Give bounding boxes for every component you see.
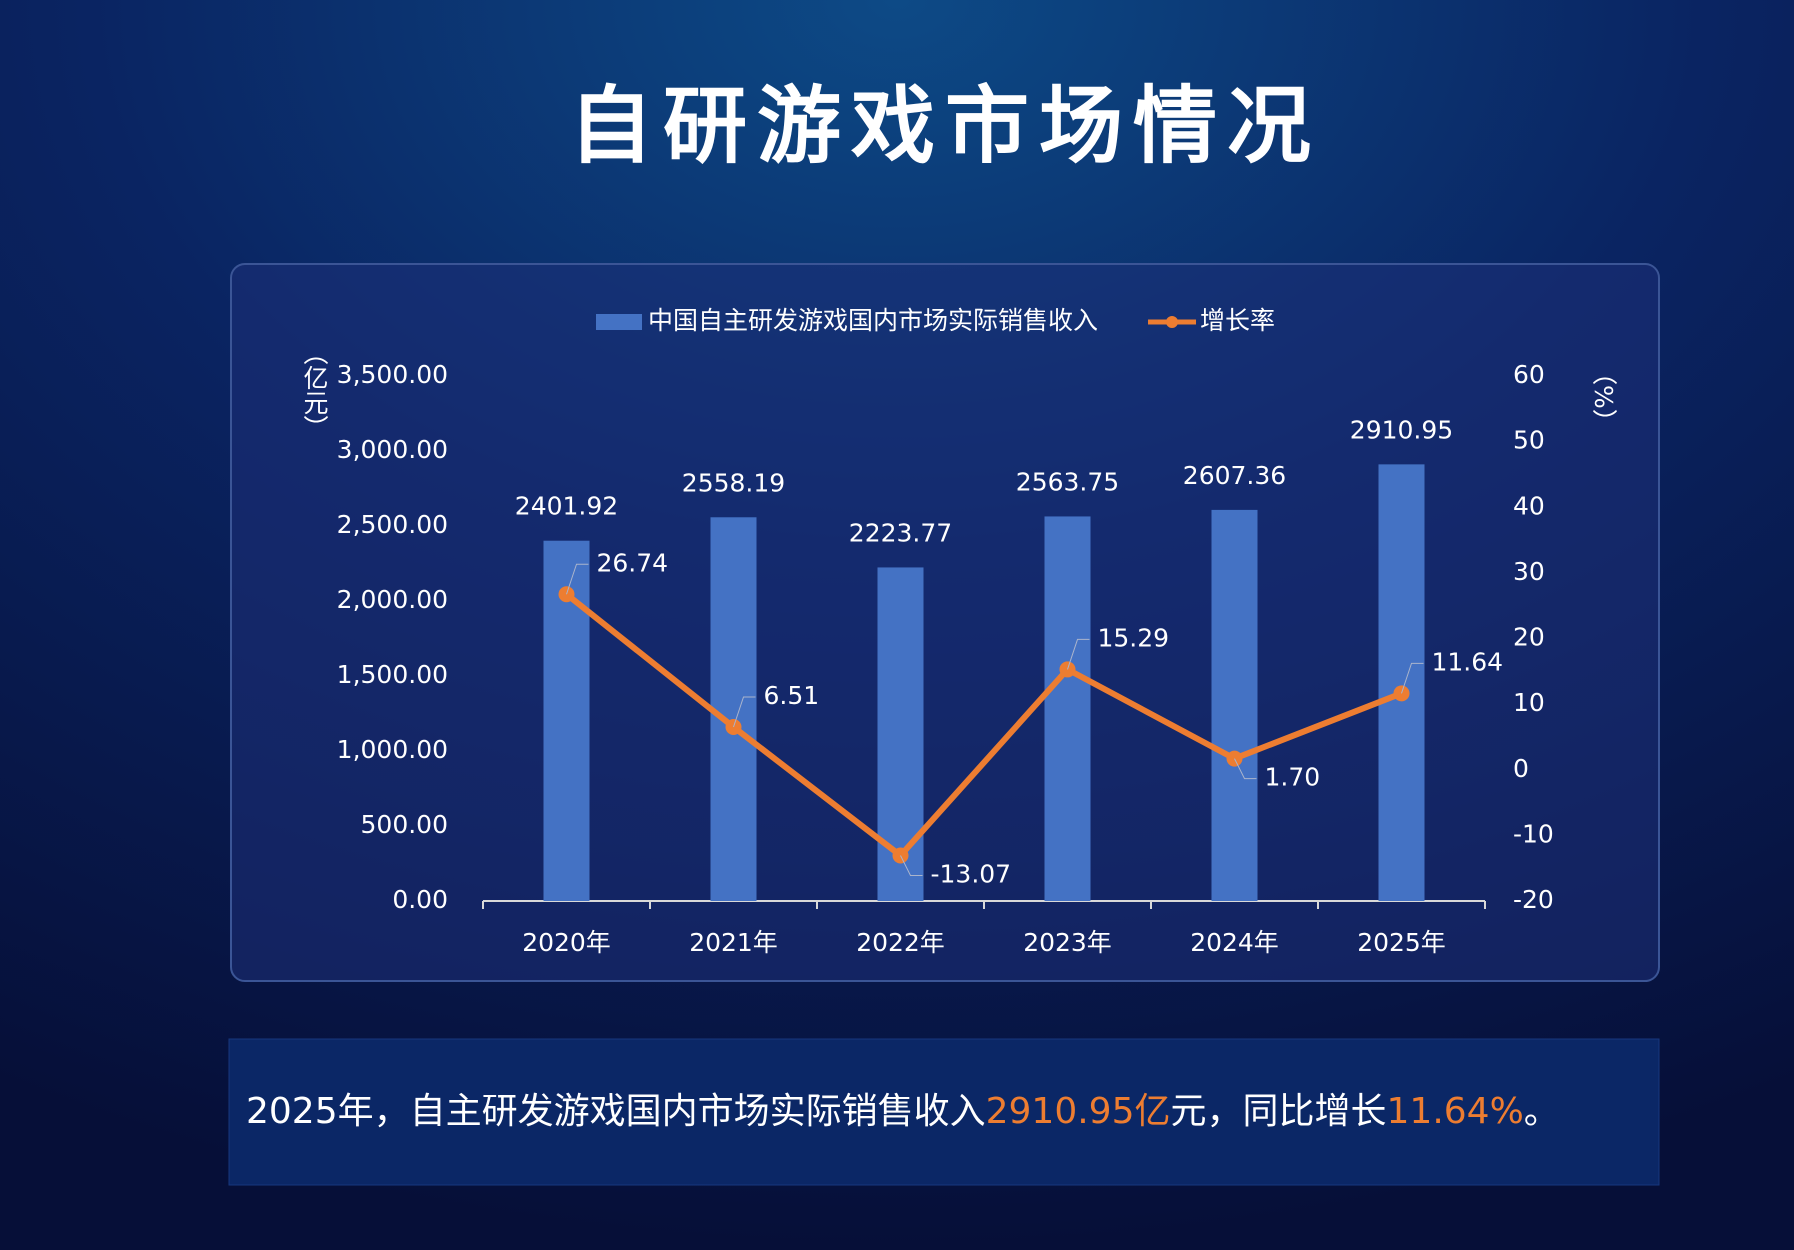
y2-tick-label: -10 bbox=[1513, 819, 1554, 848]
bar bbox=[710, 517, 757, 901]
bar-value-label: 2558.19 bbox=[682, 468, 785, 497]
y-tick-label: 2,500.00 bbox=[337, 510, 448, 539]
x-tick-label: 2022年 bbox=[856, 928, 945, 957]
bar-value-label: 2223.77 bbox=[849, 518, 952, 547]
label-leader bbox=[566, 563, 589, 595]
line-value-label: 11.64 bbox=[1432, 647, 1504, 676]
y2-tick-label: 0 bbox=[1513, 754, 1529, 783]
y2-tick-label: 30 bbox=[1513, 557, 1545, 586]
legend-swatch bbox=[596, 314, 642, 330]
bar bbox=[1044, 516, 1091, 901]
y2-tick-label: 50 bbox=[1513, 426, 1545, 455]
line-value-label: 26.74 bbox=[597, 548, 669, 577]
line-value-label: -13.07 bbox=[931, 860, 1012, 889]
y-tick-label: 500.00 bbox=[361, 810, 448, 839]
summary-part: 元，同比增长 bbox=[1171, 1091, 1387, 1132]
y-tick-label: 2,000.00 bbox=[337, 585, 448, 614]
legend-swatch-dot bbox=[1166, 316, 1179, 328]
bar-value-label: 2401.92 bbox=[515, 492, 618, 521]
bar bbox=[1378, 464, 1425, 901]
y-tick-label: 3,500.00 bbox=[337, 360, 448, 389]
bar-value-label: 2563.75 bbox=[1016, 467, 1119, 496]
x-tick-label: 2024年 bbox=[1190, 928, 1279, 957]
x-tick-label: 2021年 bbox=[689, 928, 778, 957]
line-value-label: 6.51 bbox=[764, 681, 820, 710]
y2-tick-label: 10 bbox=[1513, 688, 1545, 717]
line-value-label: 15.29 bbox=[1098, 623, 1170, 652]
label-leader bbox=[733, 696, 756, 728]
summary-part: 11.64% bbox=[1387, 1091, 1524, 1132]
summary-box bbox=[228, 1038, 1660, 1186]
summary-part: 。 bbox=[1524, 1091, 1560, 1132]
y-tick-label: 1,000.00 bbox=[337, 735, 448, 764]
y2-tick-label: 40 bbox=[1513, 491, 1545, 520]
y2-tick-label: 20 bbox=[1513, 623, 1545, 652]
y-axis-title: （亿元） bbox=[300, 340, 329, 440]
y2-axis-title: （%） bbox=[1589, 360, 1618, 434]
legend-label: 中国自主研发游戏国内市场实际销售收入 bbox=[648, 306, 1098, 335]
y-tick-label: 3,000.00 bbox=[337, 435, 448, 464]
line-value-label: 1.70 bbox=[1265, 763, 1321, 792]
line bbox=[564, 591, 1403, 859]
x-tick-label: 2020年 bbox=[522, 928, 611, 957]
y-tick-label: 1,500.00 bbox=[337, 660, 448, 689]
legend-label: 增长率 bbox=[1200, 306, 1275, 335]
bar-value-label: 2910.95 bbox=[1350, 415, 1453, 444]
bar bbox=[1211, 509, 1258, 901]
y2-tick-label: -20 bbox=[1513, 885, 1554, 914]
y-tick-label: 0.00 bbox=[392, 885, 448, 914]
x-tick-label: 2025年 bbox=[1357, 928, 1446, 957]
label-leader bbox=[1067, 638, 1090, 670]
bar-value-label: 2607.36 bbox=[1183, 461, 1286, 490]
summary-part: 2025年，自主研发游戏国内市场实际销售收入 bbox=[246, 1091, 986, 1132]
label-leader bbox=[1401, 662, 1424, 694]
x-tick-label: 2023年 bbox=[1023, 928, 1112, 957]
label-leader bbox=[900, 855, 923, 877]
y2-tick-label: 60 bbox=[1513, 360, 1545, 389]
label-leader bbox=[1234, 758, 1257, 780]
summary-part: 2910.95亿 bbox=[986, 1091, 1171, 1132]
summary-text: 2025年，自主研发游戏国内市场实际销售收入2910.95亿元，同比增长11.6… bbox=[246, 1091, 1560, 1132]
page-title: 自研游戏市场情况 bbox=[569, 77, 1321, 175]
